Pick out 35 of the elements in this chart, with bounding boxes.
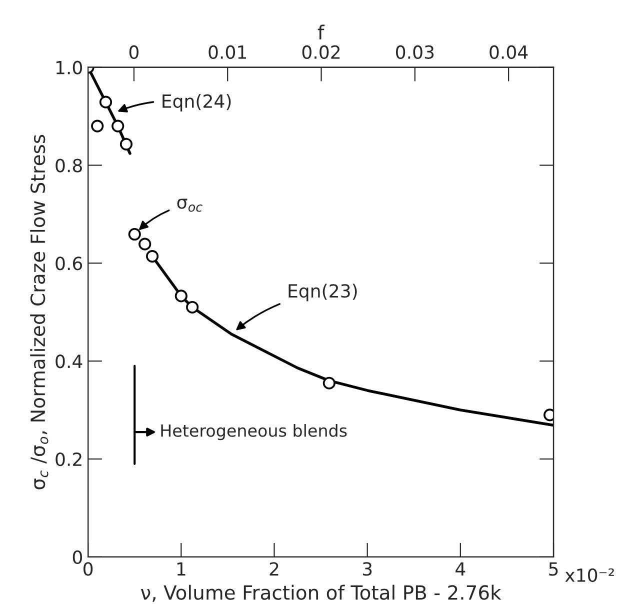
point <box>138 238 152 250</box>
point <box>120 138 133 150</box>
y-tick-label: 0.2 <box>56 452 82 466</box>
point <box>99 96 112 108</box>
annotation: Eqn(24) <box>162 94 231 112</box>
x2-tick-label: 0.03 <box>396 45 434 59</box>
point <box>174 290 188 302</box>
x-tick-label: 0 <box>84 562 93 576</box>
annotation: Eqn(23) <box>288 284 357 302</box>
x2-tick-label: 0 <box>129 45 138 59</box>
point <box>91 120 104 132</box>
x-axis-title: ν, Volume Fraction of Total PB - 2.76k <box>140 584 502 602</box>
point <box>322 376 336 390</box>
x-tick-label: 4 <box>456 562 466 576</box>
y-axis-title: σ$_{c}$ /σ$_{o}$, Normalized Craze Flow Stress <box>30 134 48 490</box>
y-tick-label: 1.0 <box>56 60 82 74</box>
x-tick-label: 3 <box>362 562 372 576</box>
y-tick-label: 0.4 <box>56 354 82 368</box>
x-tick-label: 5 <box>549 562 558 576</box>
point <box>112 120 124 132</box>
y-tick-label: 0 <box>72 550 82 564</box>
x2-axis-title: f <box>318 24 325 40</box>
y-tick-label: 0.8 <box>56 158 82 172</box>
annotation: σ$_{oc}$ <box>177 198 202 212</box>
text: x10⁻² <box>565 568 614 582</box>
x-tick-label: 1 <box>177 562 186 576</box>
point <box>146 250 159 263</box>
x2-tick-label: 0.04 <box>490 45 528 59</box>
x-tick-label: 2 <box>270 562 278 576</box>
y-tick-label: 0.6 <box>56 256 82 270</box>
x2-tick-label: 0.02 <box>302 45 340 59</box>
x2-tick-label: 0.01 <box>208 45 246 59</box>
point <box>186 300 199 314</box>
ref-line-label: Heterogeneous blends <box>161 424 347 440</box>
point <box>128 228 141 241</box>
